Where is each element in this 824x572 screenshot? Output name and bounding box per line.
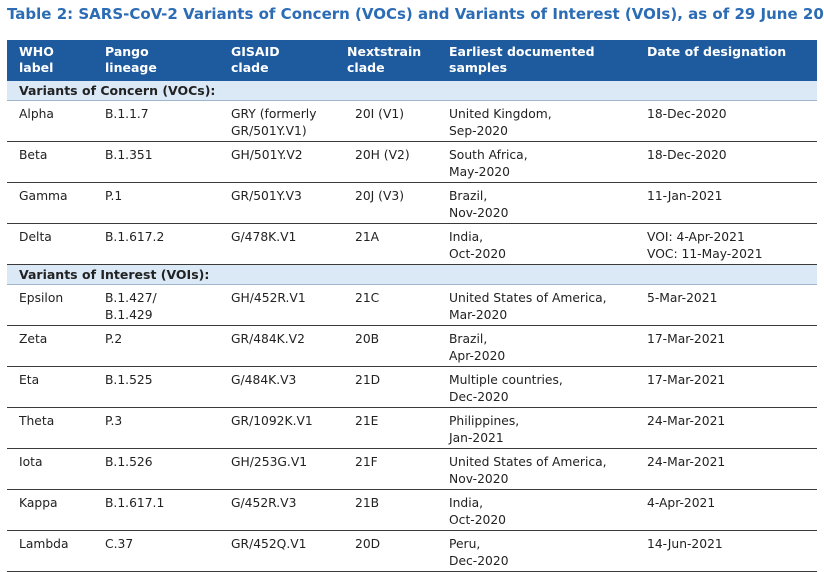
table-row: Kappa B.1.617.1 G/452R.V3 21B India, Oct-202… xyxy=(7,489,817,531)
table-title: Table 2: SARS-CoV-2 Variants of Concern … xyxy=(7,5,824,23)
table-row: Theta P.3 GR/1092K.V1 21E Philippines, Jan-2… xyxy=(7,407,817,449)
section-row: Variants of Interest (VOIs): xyxy=(7,264,817,285)
cell-nextstrain-clade: 21D xyxy=(331,366,433,408)
cell-who-label: Epsilon xyxy=(7,284,89,326)
cell-earliest-samples: India, Oct-2020 xyxy=(433,223,639,265)
cell-earliest-samples: India, Oct-2020 xyxy=(433,489,639,531)
cell-pango-lineage: B.1.525 xyxy=(89,366,215,408)
cell-pango-lineage: C.37 xyxy=(89,530,215,572)
cell-pango-lineage: B.1.1.7 xyxy=(89,100,215,142)
cell-pango-lineage: P.1 xyxy=(89,182,215,224)
cell-nextstrain-clade: 20D xyxy=(331,530,433,572)
cell-earliest-samples: South Africa, May-2020 xyxy=(433,141,639,183)
cell-who-label: Gamma xyxy=(7,182,89,224)
cell-earliest-samples: United States of America, Nov-2020 xyxy=(433,448,639,490)
cell-nextstrain-clade: 20I (V1) xyxy=(331,100,433,142)
cell-earliest-samples: Peru, Dec-2020 xyxy=(433,530,639,572)
table-body: Variants of Concern (VOCs): Alpha B.1.1.7 G… xyxy=(7,81,817,572)
table-row: Lambda C.37 GR/452Q.V1 20D Peru, Dec-2020 14-… xyxy=(7,530,817,572)
variants-table: WHO label Pango lineage GISAID clade Nex… xyxy=(7,40,817,572)
column-header-date-of-designation: Date of designation xyxy=(639,40,817,81)
column-header-gisaid-clade: GISAID clade xyxy=(215,40,331,81)
cell-who-label: Lambda xyxy=(7,530,89,572)
cell-date-of-designation: 11-Jan-2021 xyxy=(639,182,817,224)
cell-earliest-samples: Multiple countries, Dec-2020 xyxy=(433,366,639,408)
cell-gisaid-clade: G/478K.V1 xyxy=(215,223,331,265)
table-row: Alpha B.1.1.7 GRY (formerly GR/501Y.V1) 20I… xyxy=(7,100,817,142)
section-label: Variants of Interest (VOIs): xyxy=(7,264,817,285)
cell-date-of-designation: 18-Dec-2020 xyxy=(639,100,817,142)
cell-pango-lineage: B.1.427/ B.1.429 xyxy=(89,284,215,326)
cell-gisaid-clade: GRY (formerly GR/501Y.V1) xyxy=(215,100,331,142)
cell-nextstrain-clade: 21A xyxy=(331,223,433,265)
cell-gisaid-clade: GR/452Q.V1 xyxy=(215,530,331,572)
cell-who-label: Alpha xyxy=(7,100,89,142)
cell-who-label: Beta xyxy=(7,141,89,183)
column-header-earliest-samples: Earliest documented samples xyxy=(433,40,639,81)
section-label: Variants of Concern (VOCs): xyxy=(7,81,817,101)
cell-pango-lineage: B.1.351 xyxy=(89,141,215,183)
cell-date-of-designation: 4-Apr-2021 xyxy=(639,489,817,531)
cell-gisaid-clade: G/484K.V3 xyxy=(215,366,331,408)
cell-pango-lineage: B.1.617.1 xyxy=(89,489,215,531)
cell-gisaid-clade: GR/1092K.V1 xyxy=(215,407,331,449)
cell-gisaid-clade: GH/501Y.V2 xyxy=(215,141,331,183)
cell-who-label: Zeta xyxy=(7,325,89,367)
table-row: Epsilon B.1.427/ B.1.429 GH/452R.V1 21C Unit… xyxy=(7,284,817,326)
cell-gisaid-clade: GH/253G.V1 xyxy=(215,448,331,490)
cell-earliest-samples: United Kingdom, Sep-2020 xyxy=(433,100,639,142)
column-header-pango-lineage: Pango lineage xyxy=(89,40,215,81)
cell-pango-lineage: P.2 xyxy=(89,325,215,367)
cell-gisaid-clade: GH/452R.V1 xyxy=(215,284,331,326)
cell-earliest-samples: Brazil, Apr-2020 xyxy=(433,325,639,367)
table-row: Eta B.1.525 G/484K.V3 21D Multiple countries… xyxy=(7,366,817,408)
table-row: Delta B.1.617.2 G/478K.V1 21A India, Oct-202… xyxy=(7,223,817,265)
cell-earliest-samples: Brazil, Nov-2020 xyxy=(433,182,639,224)
cell-earliest-samples: United States of America, Mar-2020 xyxy=(433,284,639,326)
table-row: Beta B.1.351 GH/501Y.V2 20H (V2) South Afric… xyxy=(7,141,817,183)
cell-nextstrain-clade: 21E xyxy=(331,407,433,449)
cell-earliest-samples: Philippines, Jan-2021 xyxy=(433,407,639,449)
column-header-nextstrain-clade: Nextstrain clade xyxy=(331,40,433,81)
cell-nextstrain-clade: 21F xyxy=(331,448,433,490)
cell-date-of-designation: 18-Dec-2020 xyxy=(639,141,817,183)
cell-date-of-designation: 5-Mar-2021 xyxy=(639,284,817,326)
table-row: Gamma P.1 GR/501Y.V3 20J (V3) Brazil, Nov-20… xyxy=(7,182,817,224)
cell-date-of-designation: 17-Mar-2021 xyxy=(639,366,817,408)
cell-pango-lineage: B.1.617.2 xyxy=(89,223,215,265)
cell-gisaid-clade: GR/484K.V2 xyxy=(215,325,331,367)
cell-who-label: Kappa xyxy=(7,489,89,531)
cell-nextstrain-clade: 21C xyxy=(331,284,433,326)
cell-who-label: Delta xyxy=(7,223,89,265)
table-header: WHO label Pango lineage GISAID clade Nex… xyxy=(7,40,817,81)
cell-date-of-designation: 24-Mar-2021 xyxy=(639,407,817,449)
cell-nextstrain-clade: 21B xyxy=(331,489,433,531)
cell-nextstrain-clade: 20H (V2) xyxy=(331,141,433,183)
cell-nextstrain-clade: 20B xyxy=(331,325,433,367)
cell-gisaid-clade: GR/501Y.V3 xyxy=(215,182,331,224)
cell-who-label: Iota xyxy=(7,448,89,490)
cell-pango-lineage: B.1.526 xyxy=(89,448,215,490)
table-row: Iota B.1.526 GH/253G.V1 21F United States of… xyxy=(7,448,817,490)
column-header-who-label: WHO label xyxy=(7,40,89,81)
cell-date-of-designation: 17-Mar-2021 xyxy=(639,325,817,367)
cell-who-label: Eta xyxy=(7,366,89,408)
cell-nextstrain-clade: 20J (V3) xyxy=(331,182,433,224)
cell-date-of-designation: 24-Mar-2021 xyxy=(639,448,817,490)
cell-date-of-designation: VOI: 4-Apr-2021 VOC: 11-May-2021 xyxy=(639,223,817,265)
cell-who-label: Theta xyxy=(7,407,89,449)
table-row: Zeta P.2 GR/484K.V2 20B Brazil, Apr-2020 17-M… xyxy=(7,325,817,367)
section-row: Variants of Concern (VOCs): xyxy=(7,81,817,101)
cell-pango-lineage: P.3 xyxy=(89,407,215,449)
cell-gisaid-clade: G/452R.V3 xyxy=(215,489,331,531)
cell-date-of-designation: 14-Jun-2021 xyxy=(639,530,817,572)
